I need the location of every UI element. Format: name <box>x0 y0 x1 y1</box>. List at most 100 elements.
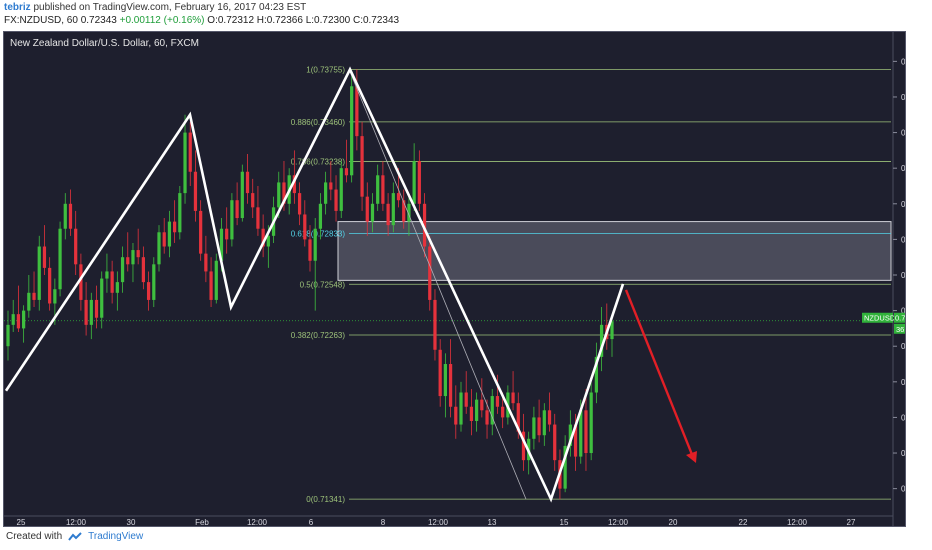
resistance-zone <box>337 221 892 281</box>
candle-body <box>84 299 88 325</box>
candle-body <box>501 406 505 418</box>
candle-body <box>63 203 67 229</box>
candle-body <box>339 168 343 211</box>
candle-body <box>610 321 614 340</box>
candle-body <box>391 193 395 226</box>
author-link[interactable]: tebriz <box>4 2 31 13</box>
y-tick-label: 0.73600 <box>901 93 905 102</box>
x-tick-label: 22 <box>739 518 748 526</box>
candle-body <box>297 193 302 215</box>
x-tick-label: 20 <box>669 518 678 526</box>
x-tick-label: 8 <box>381 518 386 526</box>
candle-body <box>94 299 99 318</box>
publisher-line: tebriz published on TradingView.com, Feb… <box>4 2 306 14</box>
x-tick-label: 12:00 <box>66 518 87 526</box>
candle-body <box>454 406 458 425</box>
candle-body <box>188 132 192 172</box>
y-tick-label: 0.71600 <box>901 449 905 458</box>
x-tick-label: Feb <box>195 518 209 526</box>
candle-body <box>27 292 31 311</box>
symbol-info-line: FX:NZDUSD, 60 0.72343 +0.00112 (+0.16%) … <box>4 15 399 28</box>
candle-body <box>209 271 213 300</box>
candle-body <box>199 210 203 254</box>
price-badge-value: 0.72343 <box>895 313 905 322</box>
candle-body <box>495 396 500 407</box>
candle-body <box>417 161 421 204</box>
candle-body <box>22 310 26 329</box>
candle-body <box>16 314 21 329</box>
candle-body <box>120 257 125 283</box>
y-tick-label: 0.72800 <box>901 235 905 244</box>
fib-level-label: 0(0.71341) <box>306 495 345 504</box>
candle-body <box>6 324 10 347</box>
candle-body <box>599 324 604 357</box>
candle-body <box>131 250 135 265</box>
candle-body <box>438 349 442 397</box>
symbol-badge-label: NZDUSD <box>864 313 896 322</box>
candle-body <box>303 214 307 240</box>
candle-body <box>126 257 130 265</box>
price-chart[interactable]: 0.73800 0.73600 0.73400 0.73200 0.73000 0.728… <box>4 32 905 526</box>
candle-body <box>162 232 166 247</box>
candle-body <box>521 431 526 461</box>
candle-body <box>402 200 406 222</box>
candle-body <box>490 396 494 425</box>
candle-body <box>344 168 349 176</box>
fib-level-label: 0.5(0.72548) <box>300 280 346 289</box>
tradingview-brand-link[interactable]: TradingView <box>88 531 144 542</box>
x-tick-label: 25 <box>17 518 26 526</box>
candle-body <box>365 196 369 222</box>
candle-body <box>511 392 515 404</box>
candle-body <box>537 417 541 436</box>
candle-body <box>178 193 182 233</box>
candle-body <box>53 289 57 304</box>
candle-body <box>480 399 484 411</box>
candle-body <box>48 267 52 304</box>
candle-body <box>563 445 567 489</box>
candle-body <box>579 410 583 457</box>
candle-body <box>407 203 411 222</box>
candle-body <box>240 171 244 219</box>
candle-body <box>74 228 78 265</box>
candle-body <box>100 278 104 318</box>
candle-body <box>475 399 479 421</box>
candle-body <box>594 356 598 393</box>
candle-body <box>58 228 62 290</box>
symbol-badge-bg <box>862 312 893 323</box>
candle-body <box>42 246 47 268</box>
candle-body <box>68 203 73 229</box>
candle-body <box>230 200 234 240</box>
candle-body <box>225 228 229 240</box>
fib-level-label: 0.786(0.73238) <box>291 157 346 166</box>
candle-body <box>157 232 161 265</box>
candle-body <box>422 203 427 247</box>
last-price: 0.72343 <box>80 15 117 26</box>
x-tick-label: 15 <box>560 518 569 526</box>
x-tick-label: 6 <box>309 518 314 526</box>
y-tick-label: 0.73200 <box>901 164 905 173</box>
candle-body <box>370 203 375 222</box>
candle-body <box>245 171 250 194</box>
candle-body <box>167 221 172 247</box>
candle-body <box>324 182 328 204</box>
y-tick-label: 0.73400 <box>901 129 905 138</box>
candle-body <box>235 200 239 219</box>
candle-body <box>428 246 432 300</box>
fib-level-label: 0.382(0.72263) <box>291 331 346 340</box>
x-tick-label: 27 <box>847 518 856 526</box>
candle-body <box>313 228 317 261</box>
candle-body <box>355 86 359 137</box>
x-tick-label: 12:00 <box>608 518 629 526</box>
x-tick-label: 30 <box>127 518 136 526</box>
candle-body <box>79 264 83 300</box>
price-change: +0.00112 (+0.16%) <box>119 15 205 26</box>
y-tick-label: 0.72200 <box>901 342 905 351</box>
chart-panel[interactable]: 0.73800 0.73600 0.73400 0.73200 0.73000 0.728… <box>3 31 906 527</box>
y-tick-label: 0.73000 <box>901 200 905 209</box>
candle-body <box>32 292 36 300</box>
candle-body <box>261 228 265 247</box>
candle-body <box>329 182 333 190</box>
candle-body <box>589 392 593 454</box>
candle-body <box>448 364 453 407</box>
x-tick-label: 13 <box>488 518 497 526</box>
